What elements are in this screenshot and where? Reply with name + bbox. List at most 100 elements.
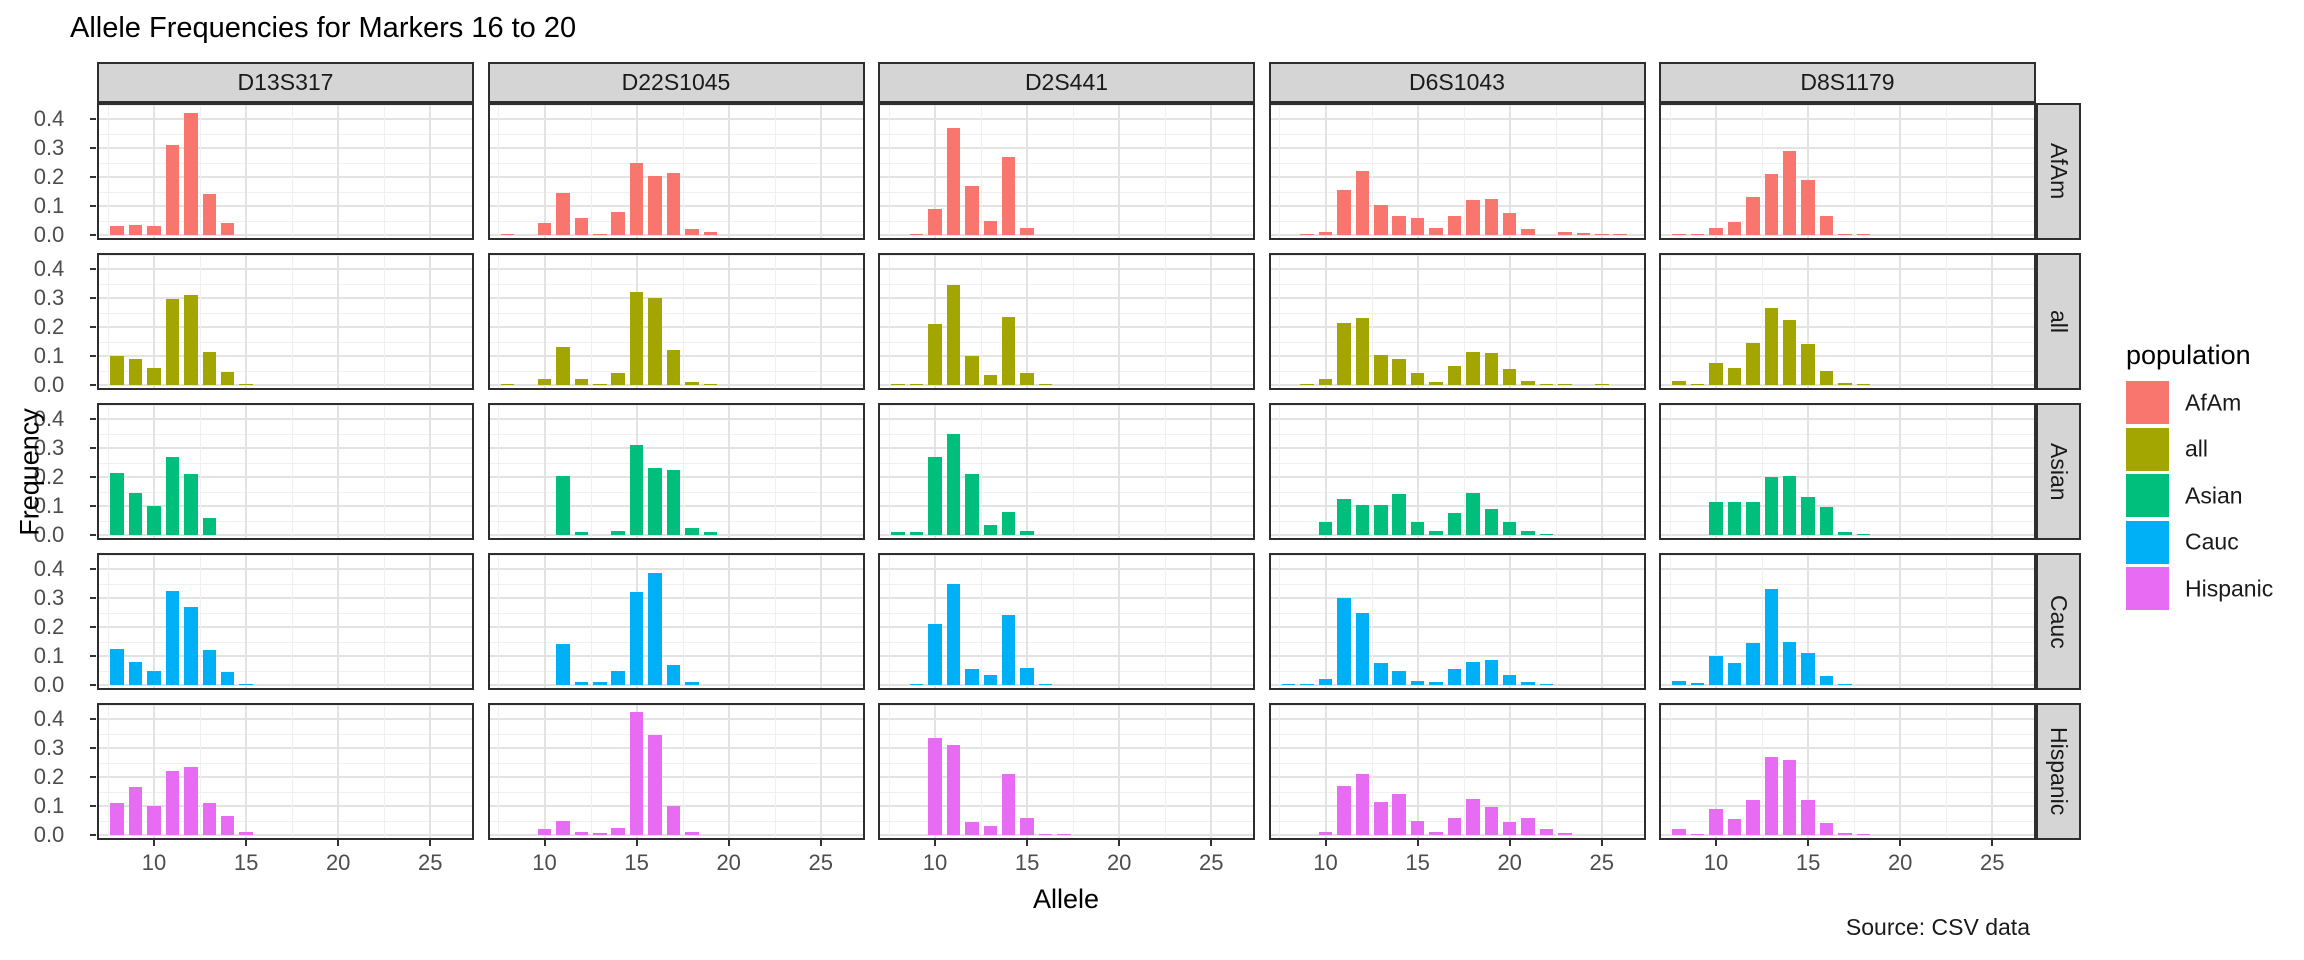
- bar-allele-13: [593, 383, 607, 385]
- y-tick-mark: [90, 597, 96, 599]
- gridline-major-v: [727, 553, 730, 690]
- gridline-minor-v: [1854, 253, 1856, 390]
- gridline-major-v: [1416, 703, 1419, 840]
- gridline-major-h: [97, 384, 474, 386]
- gridline-major-h: [1659, 626, 2036, 628]
- bar-allele-18: [685, 229, 699, 235]
- gridline-minor-v: [292, 103, 294, 240]
- gridline-major-v: [543, 553, 546, 690]
- gridline-minor-v: [498, 103, 500, 240]
- gridline-minor-h: [487, 254, 865, 256]
- gridline-minor-v: [1854, 553, 1856, 690]
- gridline-major-h: [1659, 476, 2036, 478]
- gridline-major-h: [1659, 805, 2036, 807]
- gridline-minor-v: [384, 703, 386, 840]
- bar-allele-12: [965, 669, 979, 685]
- bar-allele-13: [1374, 204, 1388, 235]
- gridline-minor-h: [1659, 462, 2036, 464]
- bar-allele-11: [1727, 819, 1742, 835]
- gridline-major-h: [487, 326, 865, 328]
- bar-allele-18: [1466, 200, 1480, 235]
- gridline-minor-v: [888, 553, 890, 690]
- panel-D2S441-all: [878, 253, 1255, 390]
- gridline-minor-h: [1659, 191, 2036, 193]
- bar-allele-13: [983, 374, 997, 385]
- y-tick-mark: [90, 384, 96, 386]
- gridline-minor-v: [774, 253, 776, 390]
- gridline-minor-h: [1659, 433, 2036, 435]
- panel-D22S1045-Cauc: [487, 553, 865, 690]
- gridline-major-h: [487, 655, 865, 657]
- gridline-major-v: [1715, 103, 1717, 240]
- gridline-minor-v: [200, 553, 202, 690]
- x-tick-mark: [1324, 840, 1327, 846]
- gridline-minor-v: [1946, 403, 1948, 540]
- gridline-major-v: [1118, 103, 1121, 240]
- bar-allele-21: [1521, 681, 1535, 685]
- y-tick-label: 0.0: [33, 822, 65, 847]
- gridline-minor-h: [97, 133, 474, 135]
- facet-row-strip: Cauc: [2036, 553, 2081, 690]
- gridline-minor-v: [200, 703, 202, 840]
- gridline-major-v: [337, 553, 340, 690]
- bar-allele-14: [1392, 358, 1406, 385]
- gridline-minor-h: [487, 462, 865, 464]
- gridline-major-v: [543, 703, 546, 840]
- gridline-major-h: [878, 326, 1255, 328]
- gridline-minor-v: [1463, 253, 1465, 390]
- bar-allele-11: [165, 299, 180, 385]
- gridline-minor-v: [1463, 103, 1465, 240]
- gridline-minor-h: [1659, 162, 2036, 164]
- bar-allele-13: [202, 194, 216, 235]
- gridline-minor-h: [1659, 704, 2036, 706]
- x-tick-mark: [727, 840, 730, 846]
- gridline-major-h: [487, 147, 865, 149]
- bar-allele-16: [1819, 370, 1834, 385]
- gridline-major-v: [934, 553, 936, 690]
- bar-allele-10: [1318, 679, 1333, 685]
- y-tick-mark: [90, 118, 96, 120]
- panel-D22S1045-all: [487, 253, 865, 390]
- gridline-major-h: [878, 597, 1255, 599]
- x-tick-label: 20: [1497, 850, 1522, 875]
- bar-allele-12: [574, 832, 589, 835]
- bar-allele-10: [1318, 521, 1333, 535]
- bar-allele-15: [1410, 373, 1425, 385]
- gridline-minor-v: [682, 103, 684, 240]
- gridline-minor-v: [888, 703, 890, 840]
- bar-allele-10: [1318, 231, 1333, 235]
- gridline-minor-h: [487, 433, 865, 435]
- gridline-minor-v: [1279, 103, 1281, 240]
- bar-allele-15: [1410, 217, 1425, 235]
- gridline-major-v: [1991, 253, 1994, 390]
- facet-column-strip: D6S1043: [1268, 62, 1646, 103]
- gridline-major-h: [487, 747, 865, 749]
- gridline-major-h: [1659, 718, 2036, 720]
- gridline-major-v: [153, 703, 155, 840]
- gridline-major-v: [727, 403, 730, 540]
- y-tick-label: 0.0: [33, 222, 65, 247]
- gridline-major-h: [878, 118, 1255, 120]
- x-tick-mark: [1210, 840, 1213, 846]
- bar-allele-9: [128, 358, 143, 385]
- bar-allele-17: [1447, 513, 1462, 535]
- gridline-major-h: [97, 805, 474, 807]
- gridline-minor-h: [878, 191, 1255, 193]
- y-tick-mark: [90, 684, 96, 686]
- y-tick-label: 0.2: [33, 164, 65, 189]
- bar-allele-18: [1466, 798, 1480, 835]
- gridline-minor-h: [97, 583, 474, 585]
- gridline-major-h: [97, 205, 474, 207]
- gridline-major-h: [487, 626, 865, 628]
- y-tick-label: 0.4: [33, 106, 65, 131]
- bar-allele-19: [1484, 353, 1499, 385]
- x-tick-label: 15: [1405, 850, 1430, 875]
- gridline-major-h: [487, 718, 865, 720]
- gridline-minor-v: [1279, 253, 1281, 390]
- y-tick-label: 0.1: [33, 193, 65, 218]
- gridline-major-h: [97, 118, 474, 120]
- y-tick-label: 0.0: [33, 372, 65, 397]
- gridline-minor-h: [1268, 341, 1646, 343]
- gridline-minor-h: [878, 312, 1255, 314]
- gridline-minor-h: [1659, 312, 2036, 314]
